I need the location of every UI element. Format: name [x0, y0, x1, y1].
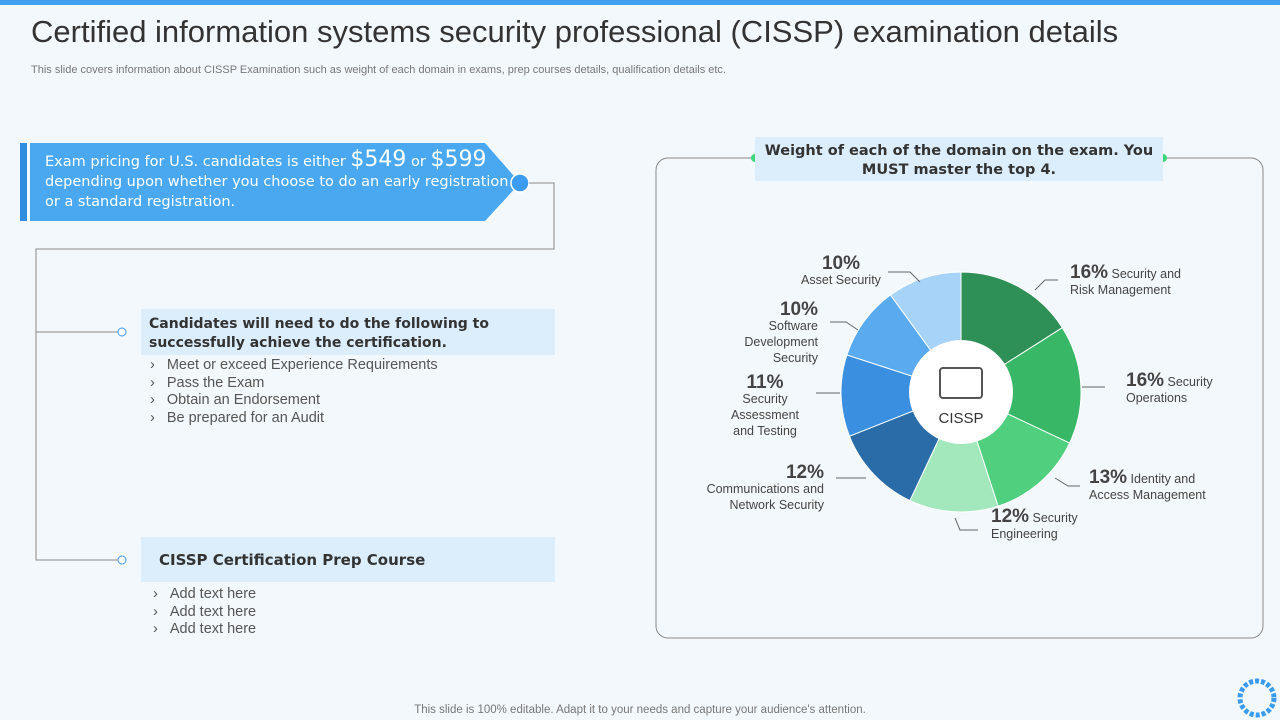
- pricing-joiner: or: [411, 154, 426, 170]
- list-item: Add text here: [153, 586, 256, 604]
- slice-name: Security Assessment and Testing: [730, 392, 800, 438]
- prep-heading: CISSP Certification Prep Course: [141, 537, 555, 582]
- top-bar: [0, 0, 1280, 5]
- slice-label: 11% Security Assessment and Testing: [720, 372, 810, 439]
- list-item: Pass the Exam: [150, 375, 438, 393]
- leaders: [816, 271, 1105, 531]
- slice: [909, 390, 999, 513]
- footer: This slide is 100% editable. Adapt it to…: [414, 704, 866, 716]
- slice-label: 12% Communications and Network Security: [684, 462, 824, 513]
- slice-name: Identity and Access Management: [1089, 472, 1206, 502]
- connector: [35, 182, 555, 561]
- slice-label: 16% Security and Risk Management: [1070, 262, 1205, 298]
- slice: [840, 354, 963, 437]
- price: $549: [350, 147, 407, 172]
- connector-dot: [117, 555, 127, 565]
- pricing-text-start: Exam pricing for U.S. candidates is eith…: [45, 154, 346, 170]
- pricing-text: Exam pricing for U.S. candidates is eith…: [45, 147, 515, 212]
- list-item: Obtain an Endorsement: [150, 392, 438, 410]
- slice-value-label: 16%: [1126, 370, 1165, 391]
- candidates-heading: Candidates will need to do the following…: [141, 309, 555, 355]
- price: $599: [430, 147, 487, 172]
- slice-name: Security Operations: [1126, 375, 1213, 405]
- slice-value-label: 12%: [991, 506, 1030, 527]
- slice-name: Software Development Security: [744, 319, 818, 365]
- list-item: Add text here: [153, 604, 256, 622]
- list-item: Be prepared for an Audit: [150, 410, 438, 428]
- slice-name: Communications and Network Security: [706, 482, 824, 512]
- center-label: CISSP: [938, 410, 983, 427]
- slice-name: Asset Security: [801, 273, 881, 287]
- accent-bar: [20, 143, 27, 221]
- center-icon: [939, 367, 983, 399]
- donut-center: [909, 340, 1013, 444]
- connector-dot: [117, 327, 127, 337]
- slice-value-label: 10%: [779, 299, 818, 320]
- chart-title: Weight of each of the domain on the exam…: [755, 137, 1163, 181]
- subtitle: This slide covers information about CISS…: [31, 64, 726, 76]
- slice-label: 16% Security Operations: [1126, 370, 1236, 406]
- slice-value-label: 10%: [821, 253, 861, 274]
- slice-label: 13% Identity and Access Management: [1089, 467, 1224, 503]
- list-item: Meet or exceed Experience Requirements: [150, 357, 438, 375]
- candidates-list: Meet or exceed Experience RequirementsPa…: [150, 357, 438, 427]
- slice-name: Security and Risk Management: [1070, 267, 1181, 297]
- slice-value-label: 11%: [746, 372, 784, 393]
- title: Certified information systems security p…: [31, 14, 1119, 49]
- pricing-arrow: [30, 143, 520, 221]
- slice: [959, 327, 1082, 444]
- slice-label: 10% Asset Security: [781, 253, 901, 288]
- slice-value-label: 12%: [785, 462, 824, 483]
- slice-value-label: 16%: [1070, 262, 1109, 283]
- slice-value-label: 13%: [1089, 467, 1128, 488]
- pricing-text-end: depending upon whether you choose to do …: [45, 174, 509, 210]
- slice-label: 12% Security Engineering: [991, 506, 1101, 542]
- slice-name: Security Engineering: [991, 511, 1078, 541]
- decor-ring: [1237, 678, 1277, 718]
- slice-label: 10% Software Development Security: [728, 299, 818, 366]
- list-item: Add text here: [153, 621, 256, 639]
- prep-list: Add text hereAdd text hereAdd text here: [153, 586, 256, 639]
